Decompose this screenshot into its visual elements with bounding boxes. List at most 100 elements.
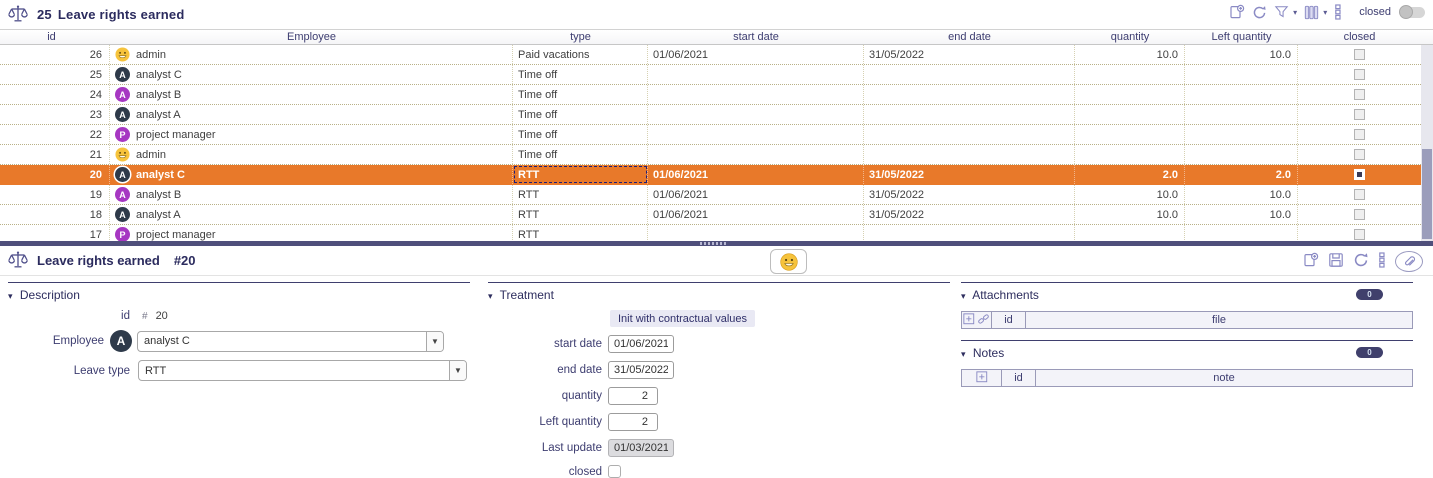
closed-checkbox[interactable]: [608, 465, 621, 478]
cell-quantity: [1075, 125, 1185, 144]
column-header-left-quantity[interactable]: Left quantity: [1185, 30, 1298, 44]
chevron-down-icon[interactable]: ▼: [449, 361, 466, 380]
column-header-quantity[interactable]: quantity: [1075, 30, 1185, 44]
treatment-section-header[interactable]: ▾ Treatment: [488, 282, 950, 302]
employee-name: analyst B: [136, 89, 181, 101]
closed-checkbox[interactable]: [1354, 169, 1365, 180]
end-date-input[interactable]: [608, 361, 674, 379]
closed-checkbox[interactable]: [1354, 89, 1365, 100]
cell-id: 19: [0, 185, 110, 204]
cell-quantity: [1075, 85, 1185, 104]
table-row[interactable]: 19Aanalyst BRTT01/06/202131/05/202210.01…: [0, 185, 1421, 205]
leave-type-input[interactable]: [139, 361, 449, 380]
closed-checkbox[interactable]: [1354, 189, 1365, 200]
more-icon[interactable]: [1378, 252, 1386, 271]
employee-name: analyst A: [136, 209, 181, 221]
table-row[interactable]: 26adminPaid vacations01/06/202131/05/202…: [0, 45, 1421, 65]
column-header-type[interactable]: type: [513, 30, 648, 44]
quantity-label: quantity: [488, 390, 602, 402]
cell-left-quantity: 10.0: [1185, 185, 1298, 204]
add-attachment-icon[interactable]: [963, 313, 975, 328]
application-window: 25Leave rights earned: [0, 0, 1433, 476]
attachments-section-header[interactable]: ▾ Attachments 0: [961, 282, 1413, 302]
cell-type: RTT: [513, 225, 648, 241]
smiley-avatar: [115, 47, 130, 62]
cell-start-date: [648, 145, 864, 164]
column-header-end-date[interactable]: end date: [864, 30, 1075, 44]
closed-checkbox[interactable]: [1354, 69, 1365, 80]
cell-start-date: [648, 85, 864, 104]
table-row[interactable]: 17Pproject managerRTT: [0, 225, 1421, 241]
cell-start-date: 01/06/2021: [648, 165, 864, 184]
column-header-id[interactable]: id: [0, 30, 110, 44]
more-icon[interactable]: [1334, 4, 1342, 20]
leave-type-field-row: Leave type ▼: [8, 360, 470, 381]
new-record-icon[interactable]: [1303, 252, 1319, 271]
cell-start-date: [648, 125, 864, 144]
cell-start-date: 01/06/2021: [648, 185, 864, 204]
smiley-icon: [780, 253, 798, 271]
scrollbar-thumb[interactable]: [1422, 149, 1432, 239]
new-record-icon[interactable]: [1229, 4, 1245, 20]
record-id-ref: #20: [174, 253, 196, 268]
letter-avatar: A: [115, 87, 130, 102]
current-user-button[interactable]: [770, 249, 807, 274]
attachments-col-id[interactable]: id: [992, 312, 1026, 328]
closed-checkbox[interactable]: [1354, 49, 1365, 60]
table-row[interactable]: 23Aanalyst ATime off: [0, 105, 1421, 125]
column-header-start-date[interactable]: start date: [648, 30, 864, 44]
closed-toggle[interactable]: [1400, 7, 1425, 18]
table-row[interactable]: 24Aanalyst BTime off: [0, 85, 1421, 105]
left-quantity-row: Left quantity: [488, 413, 950, 431]
init-contractual-values-button[interactable]: Init with contractual values: [610, 310, 755, 327]
attach-icon[interactable]: [1395, 251, 1423, 272]
employee-input[interactable]: [138, 332, 426, 351]
quantity-input[interactable]: [608, 387, 658, 405]
cell-end-date: [864, 105, 1075, 124]
vertical-scrollbar[interactable]: [1421, 45, 1433, 241]
description-section: ▾ Description id # 20 Employee A ▼ Leave…: [8, 282, 470, 381]
closed-checkbox[interactable]: [1354, 229, 1365, 240]
table-row[interactable]: 22Pproject managerTime off: [0, 125, 1421, 145]
refresh-icon[interactable]: [1353, 252, 1369, 271]
chevron-down-icon[interactable]: ▼: [426, 332, 443, 351]
attachments-col-file[interactable]: file: [1026, 312, 1412, 328]
closed-checkbox[interactable]: [1354, 129, 1365, 140]
column-header-employee[interactable]: Employee: [110, 30, 513, 44]
notes-col-id[interactable]: id: [1002, 370, 1036, 386]
closed-checkbox[interactable]: [1354, 149, 1365, 160]
employee-avatar: A: [110, 330, 132, 352]
attachments-table-header: id file: [961, 311, 1413, 329]
cell-id: 20: [0, 165, 110, 184]
columns-dropdown-caret[interactable]: ▾: [1323, 8, 1327, 17]
save-icon[interactable]: [1328, 252, 1344, 271]
notes-section-header[interactable]: ▾ Notes 0: [961, 340, 1413, 360]
description-section-header[interactable]: ▾ Description: [8, 282, 470, 302]
splitter-grip[interactable]: [700, 242, 726, 245]
letter-avatar: A: [115, 167, 130, 182]
cell-closed: [1298, 165, 1421, 184]
table-row[interactable]: 18Aanalyst ARTT01/06/202131/05/202210.01…: [0, 205, 1421, 225]
add-note-icon[interactable]: [976, 371, 988, 386]
closed-checkbox[interactable]: [1354, 109, 1365, 120]
cell-employee: admin: [110, 145, 513, 164]
notes-col-note[interactable]: note: [1036, 370, 1412, 386]
link-attachment-icon[interactable]: [977, 313, 990, 328]
cell-closed: [1298, 45, 1421, 64]
table-row[interactable]: 20Aanalyst CRTT01/06/202131/05/20222.02.…: [0, 165, 1421, 185]
filter-dropdown-caret[interactable]: ▾: [1293, 8, 1297, 17]
cell-quantity: 10.0: [1075, 185, 1185, 204]
start-date-input[interactable]: [608, 335, 674, 353]
cell-end-date: 31/05/2022: [864, 45, 1075, 64]
table-row[interactable]: 21adminTime off: [0, 145, 1421, 165]
column-header-closed[interactable]: closed: [1298, 30, 1421, 44]
cell-closed: [1298, 145, 1421, 164]
columns-icon[interactable]: [1304, 5, 1319, 20]
table-row[interactable]: 25Aanalyst CTime off: [0, 65, 1421, 85]
filter-icon[interactable]: [1274, 5, 1289, 19]
list-title: 25Leave rights earned: [37, 7, 185, 22]
refresh-icon[interactable]: [1252, 5, 1267, 20]
left-quantity-input[interactable]: [608, 413, 658, 431]
closed-checkbox[interactable]: [1354, 209, 1365, 220]
cell-employee: Pproject manager: [110, 125, 513, 144]
